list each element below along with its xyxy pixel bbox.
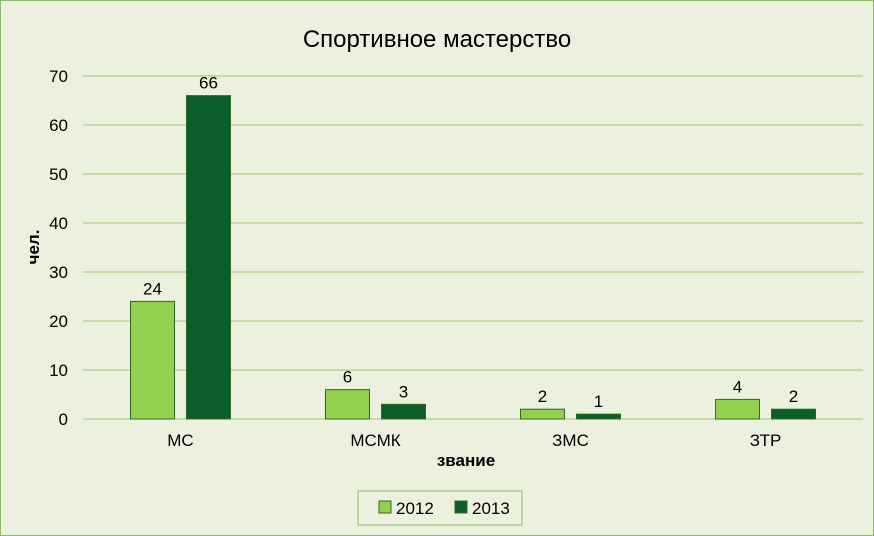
legend-label-2013: 2013 — [472, 499, 510, 518]
y-tick-label: 50 — [49, 165, 68, 184]
y-tick-label: 30 — [49, 263, 68, 282]
category-label: ЗМС — [552, 431, 589, 450]
chart-title: Спортивное мастерство — [303, 26, 571, 53]
y-tick-label: 20 — [49, 312, 68, 331]
bar-2013-4 — [771, 408, 816, 420]
y-tick-label: 10 — [49, 361, 68, 380]
legend-swatch-2012 — [378, 500, 392, 514]
data-label: 1 — [594, 392, 603, 411]
category-label: МСМК — [350, 431, 400, 450]
data-label: 66 — [199, 74, 218, 93]
bar-2012-4 — [715, 398, 760, 420]
y-tick-label: 0 — [59, 410, 68, 429]
bar-2012-2 — [325, 389, 370, 420]
bar-2013-1 — [186, 95, 231, 420]
y-tick-label: 70 — [49, 67, 68, 86]
bar-2012-3 — [520, 408, 565, 420]
legend: 2012 2013 — [357, 490, 523, 526]
legend-label-2012: 2012 — [396, 499, 434, 518]
category-label: ЗТР — [750, 431, 782, 450]
bar-2013-2 — [381, 403, 426, 420]
y-tick-label: 60 — [49, 116, 68, 135]
data-label: 24 — [143, 279, 162, 298]
category-label: МС — [167, 431, 193, 450]
legend-swatch-2013 — [454, 500, 468, 514]
bar-2012-1 — [130, 300, 175, 420]
y-axis-title: чел. — [24, 230, 43, 265]
bar-2013-3 — [576, 413, 621, 420]
data-label: 3 — [399, 382, 408, 401]
data-label: 2 — [538, 387, 547, 406]
y-tick-labels: 0 10 20 30 40 50 60 70 — [49, 67, 68, 429]
category-labels: МС МСМК ЗМС ЗТР — [167, 431, 781, 450]
bars — [130, 95, 816, 420]
x-axis-title: звание — [437, 451, 495, 470]
y-tick-label: 40 — [49, 214, 68, 233]
data-label: 6 — [343, 368, 352, 387]
data-label: 4 — [733, 377, 742, 396]
legend-box — [357, 490, 523, 526]
data-label: 2 — [789, 387, 798, 406]
